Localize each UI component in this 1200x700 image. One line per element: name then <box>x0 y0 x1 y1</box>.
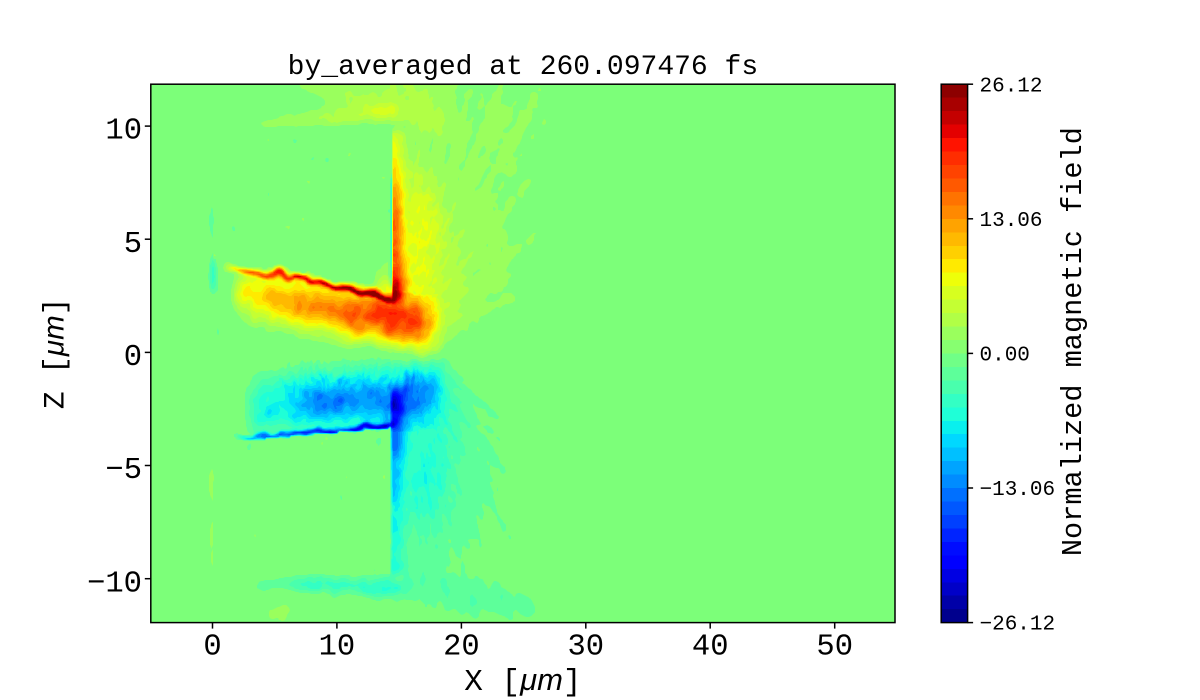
svg-text:10: 10 <box>105 115 142 149</box>
svg-text:5: 5 <box>124 228 142 262</box>
svg-text:0: 0 <box>124 341 142 375</box>
svg-text:20: 20 <box>443 631 480 665</box>
svg-text:−10: −10 <box>87 567 142 601</box>
svg-text:13.06: 13.06 <box>980 210 1043 233</box>
svg-text:40: 40 <box>692 631 729 665</box>
svg-text:0.00: 0.00 <box>980 345 1030 368</box>
svg-text:30: 30 <box>567 631 604 665</box>
svg-text:−5: −5 <box>105 454 142 488</box>
svg-text:0: 0 <box>203 631 221 665</box>
svg-text:−26.12: −26.12 <box>980 614 1056 637</box>
svg-text:26.12: 26.12 <box>980 75 1043 98</box>
svg-text:Normalized magnetic field: Normalized magnetic field <box>1057 127 1090 556</box>
svg-text:10: 10 <box>319 631 356 665</box>
svg-text:50: 50 <box>816 631 853 665</box>
svg-text:−13.06: −13.06 <box>980 479 1056 502</box>
svg-text:by_averaged at 260.097476 fs: by_averaged at 260.097476 fs <box>288 52 758 83</box>
svg-text:X [μm]: X [μm] <box>464 662 581 700</box>
svg-text:Z [μm]: Z [μm] <box>38 298 73 410</box>
